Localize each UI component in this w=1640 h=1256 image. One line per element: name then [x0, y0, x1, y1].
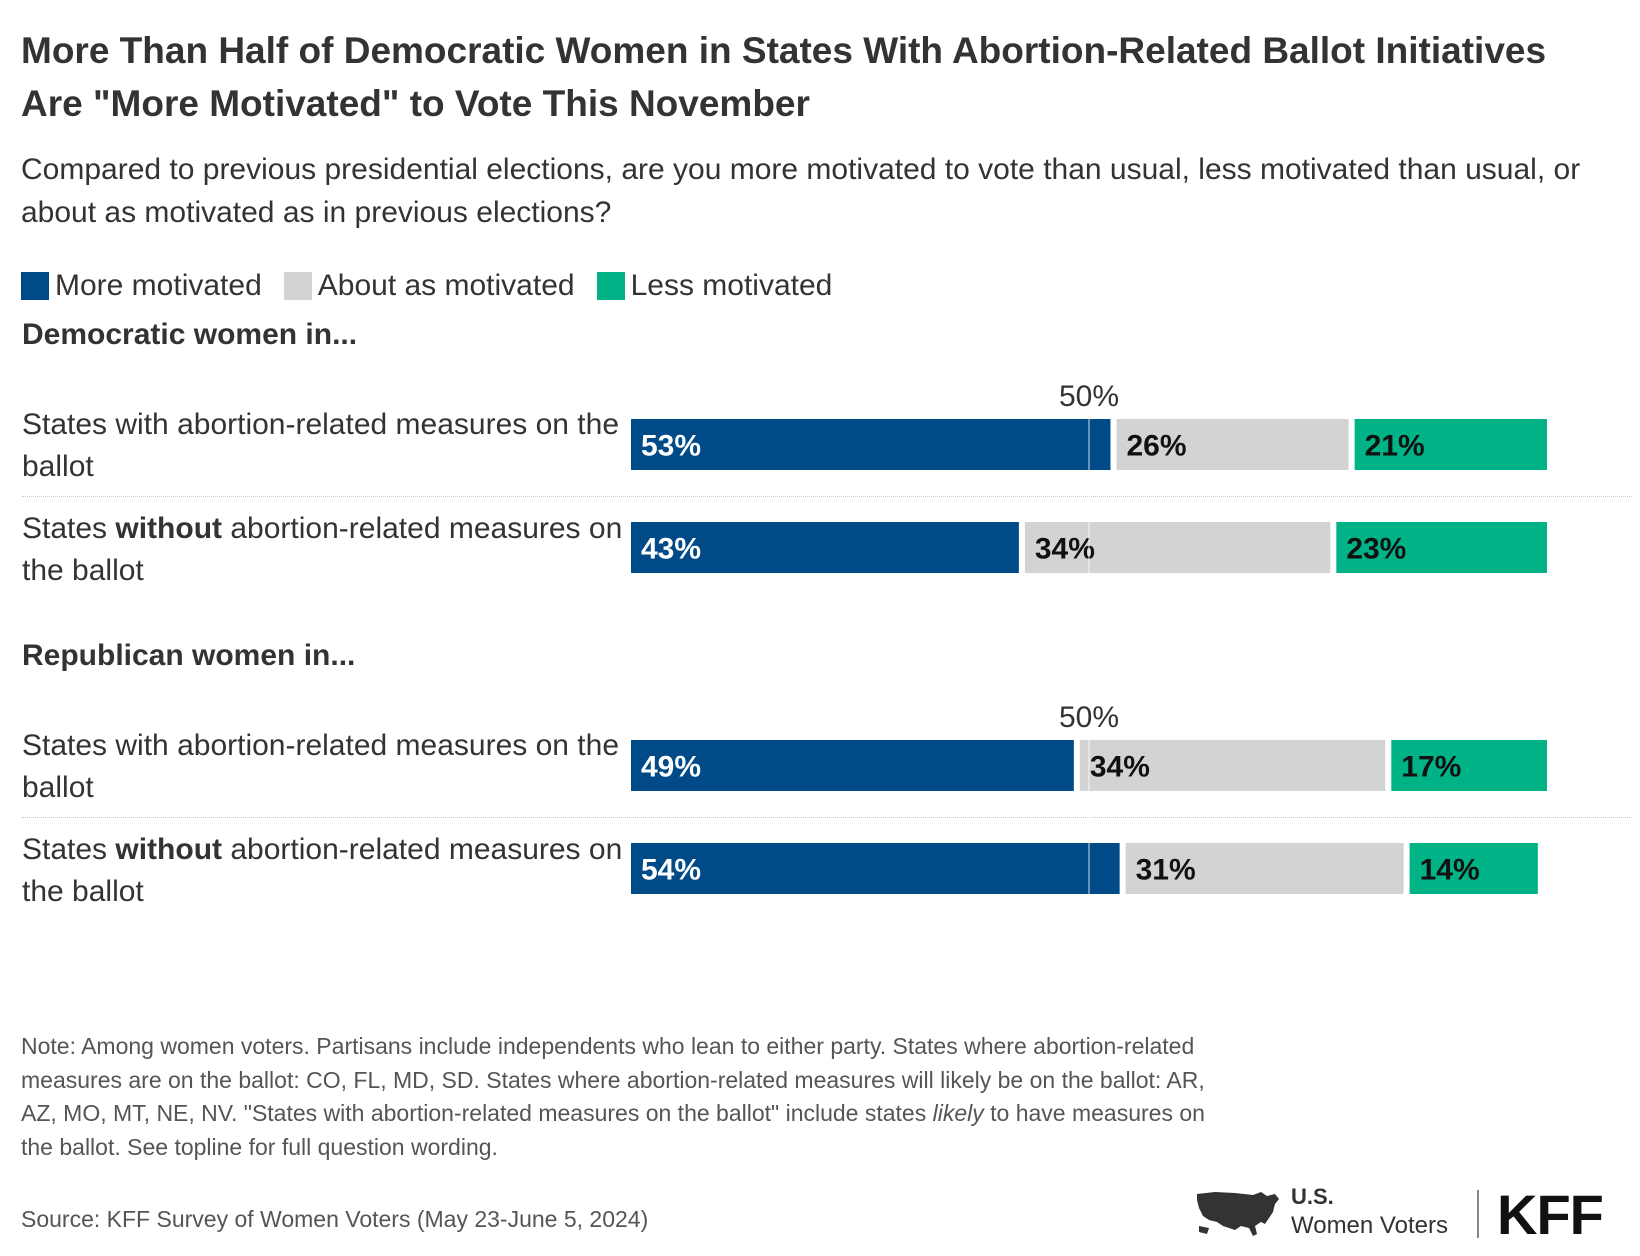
row-label-text: States with abortion-related measures on…: [22, 729, 619, 804]
row-label-text: States with abortion-related measures on…: [22, 408, 619, 483]
row-divider: [22, 496, 1632, 497]
legend-label: More motivated: [55, 269, 262, 302]
bar-segment: [1116, 419, 1349, 470]
logo-line-women-voters: Women Voters: [1291, 1212, 1448, 1239]
bar-segment: [631, 740, 1074, 791]
row-label-rep-with: States with abortion-related measures on…: [22, 725, 662, 809]
kff-logo: KFF: [1497, 1183, 1604, 1246]
reference-line-label: 50%: [1059, 701, 1119, 734]
legend-swatch: [283, 272, 312, 300]
bar-value-label: 17%: [1401, 751, 1461, 784]
stacked-bar-chart: 53% 26% 21% 43% 34% 23% 49% 34% 17% 54% 31% 14% 50% 5…: [631, 380, 1547, 894]
us-map-icon: [1197, 1192, 1279, 1236]
legend-item-less-motivated: Less motivated: [596, 269, 833, 303]
bar-value-label: 31%: [1136, 854, 1196, 887]
note-text: to have measures on the ballot. See topl…: [21, 1100, 1205, 1160]
bar-value-label: 34%: [1035, 533, 1095, 566]
row-label-text: abortion-related measures on the ballot: [22, 512, 623, 587]
legend-item-more-motivated: More motivated: [21, 269, 262, 303]
row-label-emphasis: without: [115, 833, 223, 866]
bar-value-label: 54%: [641, 854, 701, 887]
bar-segment: [1354, 419, 1547, 470]
legend: More motivated About as motivated Less m…: [21, 266, 854, 306]
bar-segment: [1024, 522, 1331, 573]
row-label-dem-without: States without abortion-related measures…: [22, 508, 662, 592]
chart-source: Source: KFF Survey of Women Voters (May …: [21, 1206, 649, 1232]
bar-segment: [631, 843, 1120, 894]
bar-value-label: 43%: [641, 533, 701, 566]
row-label-emphasis: without: [115, 512, 223, 545]
row-label-text: abortion-related measures on the ballot: [22, 833, 623, 908]
logo-line-us: U.S.: [1291, 1184, 1334, 1209]
bar-segment: [1391, 740, 1547, 791]
chart-subtitle: Compared to previous presidential electi…: [21, 153, 1581, 229]
legend-label: Less motivated: [630, 269, 833, 302]
bar-segment: [631, 522, 1019, 573]
group-heading-democratic: Democratic women in...: [22, 318, 358, 351]
logo-area: U.S. Women Voters KFF: [1195, 1182, 1635, 1246]
group-heading-republican: Republican women in...: [22, 639, 356, 672]
bar-value-label: 49%: [641, 751, 701, 784]
bar-segment: [1125, 843, 1404, 894]
bar-segment: [1079, 740, 1386, 791]
legend-swatch: [596, 272, 625, 300]
bar-value-label: 23%: [1346, 533, 1406, 566]
chart-note: Note: Among women voters. Partisans incl…: [21, 1030, 1211, 1164]
row-label-text: States: [22, 512, 116, 545]
row-label-text: States: [22, 833, 116, 866]
bar-value-label: 26%: [1126, 430, 1186, 463]
legend-swatch: [21, 272, 49, 300]
bar-segment: [1336, 522, 1547, 573]
row-label-rep-without: States without abortion-related measures…: [22, 829, 662, 913]
logo-divider: [1477, 1190, 1479, 1238]
row-label-dem-with: States with abortion-related measures on…: [22, 404, 662, 488]
bar-value-label: 53%: [641, 430, 701, 463]
bar-value-label: 14%: [1420, 854, 1480, 887]
chart-title: More Than Half of Democratic Women in St…: [21, 30, 1547, 124]
row-divider: [22, 817, 1632, 818]
note-text: Note: Among women voters. Partisans incl…: [21, 1033, 1205, 1126]
reference-line-label: 50%: [1059, 380, 1119, 413]
note-emphasis: likely: [932, 1100, 984, 1126]
bar-segment: [1409, 843, 1538, 894]
bar-segment: [631, 419, 1111, 470]
legend-label: About as motivated: [317, 269, 575, 302]
bar-value-label: 21%: [1365, 430, 1425, 463]
legend-item-about-as-motivated: About as motivated: [283, 269, 575, 303]
bar-value-label: 34%: [1090, 751, 1150, 784]
